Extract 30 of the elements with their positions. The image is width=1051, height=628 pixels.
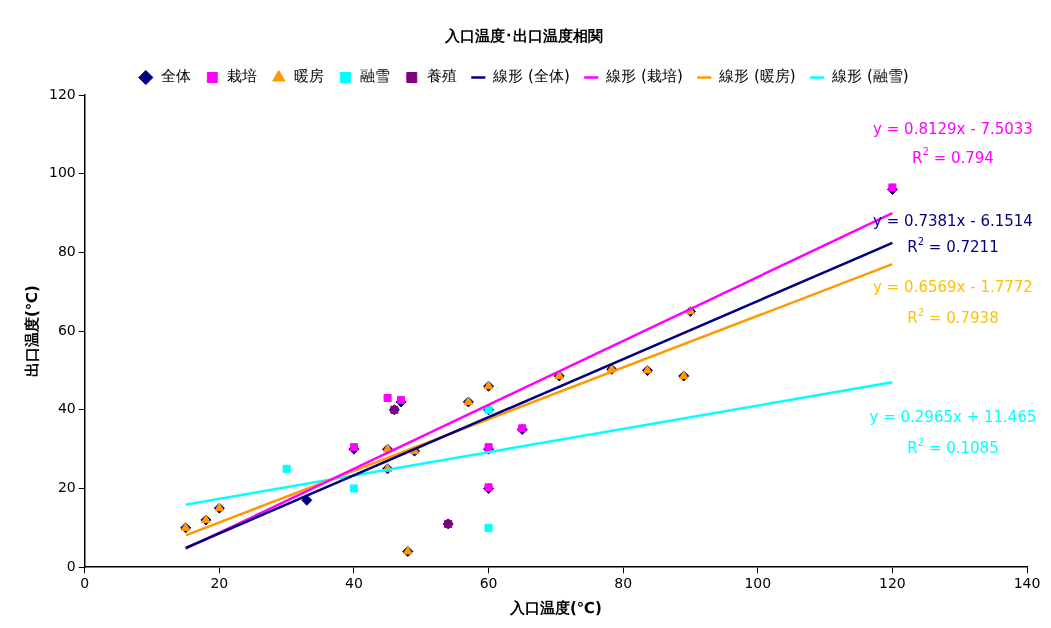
y-tick-label: 100 <box>48 164 76 181</box>
legend-label: 栽培 <box>227 67 258 86</box>
x-tick-label: 0 <box>80 575 90 592</box>
legend-label: 線形 (栽培) <box>605 67 683 86</box>
y-axis-title: 出口温度(℃) <box>22 285 41 378</box>
x-axis-title: 入口温度(℃) <box>508 598 602 617</box>
y-tick-label: 80 <box>57 243 76 260</box>
x-tick-label: 140 <box>1013 575 1041 592</box>
x-tick-label: 120 <box>879 575 906 592</box>
x-tick-label: 20 <box>210 575 229 592</box>
y-tick-label: 20 <box>57 479 76 496</box>
x-tick-label: 60 <box>479 575 498 592</box>
legend-label: 暖房 <box>293 67 324 86</box>
legend-label: 線形 (暖房) <box>718 67 796 86</box>
legend-label: 融雪 <box>360 67 391 86</box>
legend-label: 全体 <box>160 67 191 86</box>
annotation: y = 0.8129x - 7.5033 <box>873 120 1033 139</box>
legend-label: 線形 (融雪) <box>831 67 909 86</box>
x-tick-label: 40 <box>345 575 363 592</box>
y-tick-label: 40 <box>57 400 76 417</box>
y-tick-label: 60 <box>57 321 76 338</box>
legend-label: 線形 (全体) <box>492 67 570 86</box>
y-tick-label: 120 <box>48 85 76 102</box>
x-tick-label: 100 <box>744 575 772 592</box>
chart-title: 入口温度･出口温度相関 <box>443 26 603 45</box>
annotation: y = 0.2965x + 11.465 <box>869 408 1037 427</box>
legend-label: 養殖 <box>426 67 457 86</box>
x-tick-label: 80 <box>614 575 633 592</box>
annotation: y = 0.6569x - 1.7772 <box>873 278 1033 297</box>
y-tick-label: 0 <box>66 557 76 574</box>
